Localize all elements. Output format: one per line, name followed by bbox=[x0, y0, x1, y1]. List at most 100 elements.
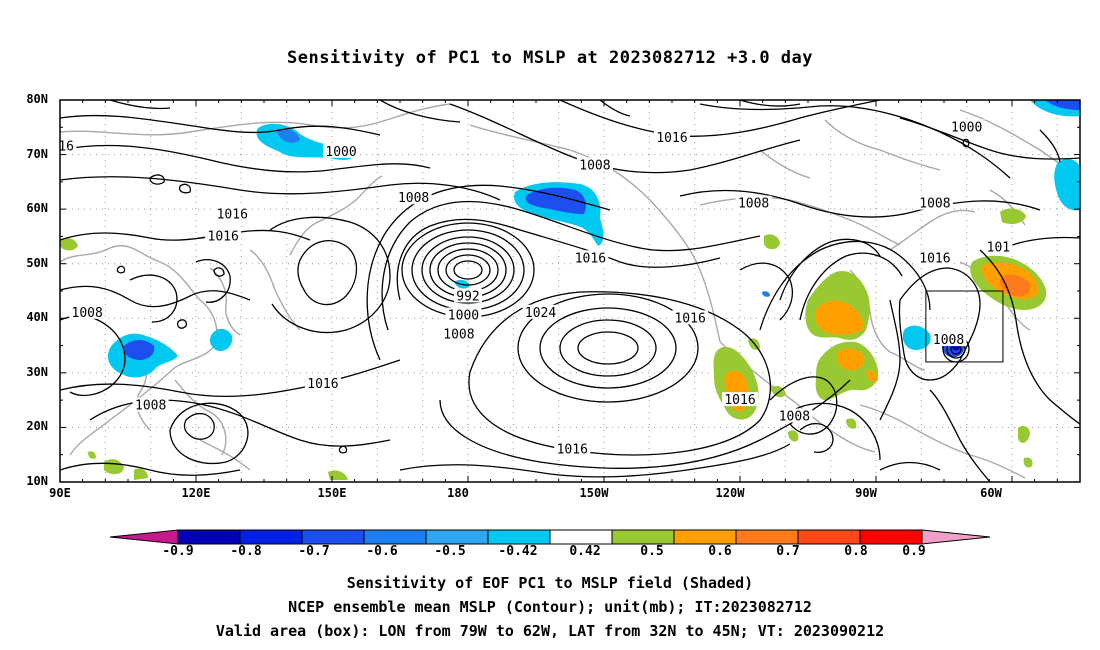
lon-label-120e: 120E bbox=[181, 486, 211, 500]
mslp-isobar bbox=[799, 423, 834, 453]
lon-label-90w: 90W bbox=[855, 486, 877, 500]
shading-patch bbox=[866, 370, 878, 382]
contour-label: 1016 bbox=[656, 131, 687, 146]
mslp-isobar bbox=[577, 331, 639, 365]
contour-label-bg bbox=[214, 206, 251, 221]
shading-patch bbox=[209, 328, 233, 352]
contour-label: 1000 bbox=[448, 309, 479, 324]
lon-label-180: 180 bbox=[447, 486, 469, 500]
shading-patch bbox=[814, 300, 864, 335]
mslp-isobar bbox=[178, 183, 192, 194]
colorbar-label-p05: 0.5 bbox=[640, 544, 664, 559]
mslp-isobar bbox=[779, 402, 881, 461]
shading-patch bbox=[1054, 159, 1080, 211]
contour-label-bg bbox=[984, 239, 1013, 254]
colorbar-max-triangle bbox=[921, 529, 991, 545]
contour-label: 1008 bbox=[135, 399, 166, 414]
colorbar-label-n05: -0.5 bbox=[434, 544, 466, 559]
shading-patch bbox=[1023, 457, 1033, 468]
colorbar-swatch bbox=[177, 529, 241, 545]
shading-patch bbox=[525, 187, 586, 214]
contour-label: 1000 bbox=[325, 145, 356, 160]
colorbar-swatch bbox=[239, 529, 303, 545]
mslp-isobar bbox=[539, 307, 677, 389]
mslp-isobar bbox=[739, 262, 794, 321]
mslp-isobar bbox=[379, 100, 461, 123]
mslp-isobar bbox=[60, 176, 501, 201]
contour-label-bg bbox=[572, 250, 609, 265]
lat-label-60n: 60N bbox=[26, 201, 48, 215]
contour-label-bg bbox=[722, 392, 758, 407]
shading-patch bbox=[123, 340, 155, 360]
lon-label-150w: 150W bbox=[579, 486, 609, 500]
lat-label-50n: 50N bbox=[26, 256, 48, 270]
mslp-isobar bbox=[60, 462, 241, 476]
footer-line-shading: Sensitivity of EOF PC1 to MSLP field (Sh… bbox=[346, 574, 754, 592]
mslp-isobar bbox=[399, 443, 791, 478]
contour-label: 1008 bbox=[443, 328, 474, 343]
contour-label: 1008 bbox=[933, 333, 964, 348]
mslp-isobar bbox=[60, 114, 381, 136]
shading-patch bbox=[60, 238, 78, 251]
mslp-isobar bbox=[599, 100, 631, 117]
valid-area-box bbox=[925, 290, 1004, 363]
contour-label-bg bbox=[930, 332, 967, 347]
axis-ticks bbox=[59, 99, 1081, 483]
coastline-segment bbox=[469, 124, 721, 343]
colorbar-swatch bbox=[549, 529, 613, 545]
contour-label-bg bbox=[445, 307, 482, 322]
mslp-isobar bbox=[899, 117, 1080, 160]
mslp-isobar bbox=[445, 254, 491, 286]
coastline-segment bbox=[759, 149, 811, 179]
shading-patch bbox=[1018, 426, 1030, 443]
mslp-isobar bbox=[929, 389, 991, 482]
mslp-isobar bbox=[799, 252, 903, 321]
contour-label-bg bbox=[776, 408, 813, 423]
map-background bbox=[60, 100, 1080, 482]
mslp-isobar bbox=[879, 299, 901, 421]
mslp-isobar bbox=[183, 413, 215, 440]
map-title: Sensitivity of PC1 to MSLP at 2023082712… bbox=[286, 48, 813, 68]
contour-label-bg bbox=[948, 119, 985, 134]
mslp-isobar bbox=[779, 238, 881, 301]
contour-label-bg bbox=[304, 375, 341, 390]
mslp-isobar bbox=[1039, 129, 1061, 163]
mslp-isobar bbox=[699, 103, 1011, 179]
lon-label-150e: 150E bbox=[317, 486, 347, 500]
coastline-segment bbox=[199, 439, 251, 471]
mslp-isobar bbox=[60, 229, 311, 241]
mslp-isobar bbox=[396, 218, 721, 301]
mslp-isobar bbox=[213, 267, 225, 277]
contour-label-bg bbox=[735, 195, 772, 210]
mslp-isobar bbox=[411, 229, 525, 311]
colorbar-label-p09: 0.9 bbox=[902, 544, 926, 559]
colorbar-min-triangle bbox=[109, 529, 179, 545]
contour-label: 1008 bbox=[738, 197, 769, 212]
coastline-segment bbox=[859, 404, 1026, 479]
contour-label: 101 bbox=[987, 240, 1010, 255]
mslp-isobar bbox=[381, 200, 761, 331]
shading-patch bbox=[1000, 208, 1026, 224]
contour-label-bg bbox=[916, 195, 953, 210]
mslp-isobar bbox=[449, 103, 801, 174]
colorbar-swatch bbox=[487, 529, 551, 545]
mslp-isobar bbox=[60, 144, 431, 173]
contour-label: 1016 bbox=[724, 393, 755, 408]
mslp-isobar bbox=[517, 293, 699, 403]
mslp-isobar bbox=[468, 291, 772, 456]
contour-label: 1016 bbox=[919, 251, 950, 266]
coastline-segment bbox=[889, 351, 926, 371]
shading-patch bbox=[276, 128, 300, 143]
shading-patch bbox=[764, 234, 780, 250]
contour-label-bg bbox=[522, 304, 559, 319]
contour-label: 1008 bbox=[579, 158, 610, 173]
colorbar-swatch bbox=[735, 529, 799, 545]
lon-label-90e: 90E bbox=[49, 486, 71, 500]
contour-label: 1008 bbox=[779, 410, 810, 425]
shading-patch bbox=[999, 274, 1031, 297]
contour-label: 1024 bbox=[525, 306, 556, 321]
footer-line-contour: NCEP ensemble mean MSLP (Contour); unit(… bbox=[288, 598, 812, 616]
contour-label: 992 bbox=[456, 289, 479, 304]
shading-patch bbox=[328, 470, 348, 480]
contour-label-bg bbox=[576, 157, 613, 172]
